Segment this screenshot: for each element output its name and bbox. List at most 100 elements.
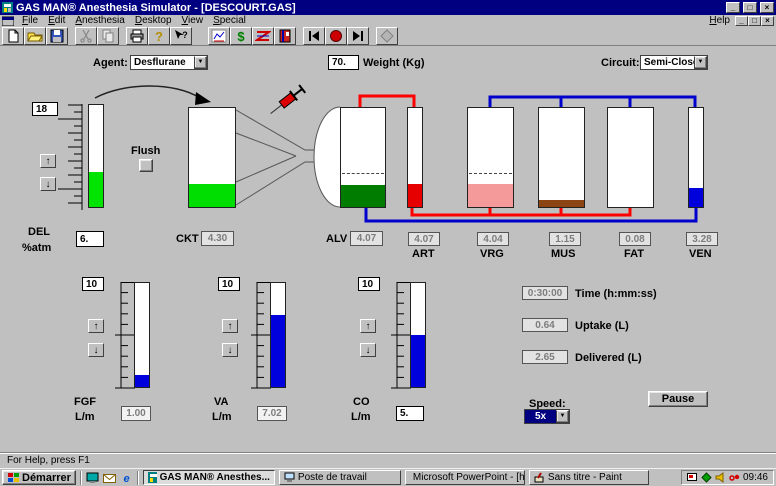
anesthesia-plan-button[interactable] bbox=[252, 26, 274, 45]
rewind-button[interactable] bbox=[303, 26, 325, 45]
del-fill bbox=[89, 172, 103, 207]
menu-desktop[interactable]: Desktop bbox=[134, 15, 172, 26]
co-fill bbox=[411, 335, 425, 387]
task-poste-de-travail[interactable]: Poste de travail bbox=[278, 470, 401, 485]
copy-icon bbox=[102, 29, 114, 42]
graph-button[interactable] bbox=[208, 26, 230, 45]
va-value: 7.02 bbox=[257, 406, 287, 421]
agent-dropdown-button[interactable]: ▼ bbox=[194, 56, 207, 69]
forward-button[interactable] bbox=[347, 26, 369, 45]
co-down-button[interactable]: ↓ bbox=[360, 343, 376, 357]
svg-text:?: ? bbox=[182, 30, 188, 40]
flush-label: Flush bbox=[131, 145, 161, 157]
circuit-label: Circuit: bbox=[601, 57, 640, 69]
open-file-button[interactable] bbox=[24, 26, 46, 45]
print-button[interactable] bbox=[126, 26, 148, 45]
toolbar-separator bbox=[192, 35, 208, 36]
start-button[interactable]: Démarrer bbox=[2, 470, 76, 485]
uptake-label: Uptake (L) bbox=[575, 320, 629, 332]
modem-tray-icon[interactable] bbox=[729, 472, 740, 483]
rewind-icon bbox=[309, 30, 319, 41]
copy-button[interactable] bbox=[97, 26, 119, 45]
mdi-restore-button[interactable]: □ bbox=[748, 15, 761, 26]
mdi-close-button[interactable]: × bbox=[761, 15, 774, 26]
task-powerpoint[interactable]: Microsoft PowerPoint - [hal... bbox=[404, 470, 525, 485]
co-scale-ticks bbox=[391, 282, 411, 389]
new-file-button[interactable] bbox=[2, 26, 24, 45]
help-button[interactable]: ? bbox=[148, 26, 170, 45]
speed-label: Speed: bbox=[529, 398, 566, 410]
volume-tray-icon[interactable] bbox=[715, 472, 726, 483]
pause-button[interactable]: Pause bbox=[648, 391, 708, 407]
internet-explorer-icon[interactable]: e bbox=[120, 472, 133, 484]
co-up-button[interactable]: ↑ bbox=[360, 319, 376, 333]
close-button[interactable]: × bbox=[760, 2, 774, 13]
svg-text:?: ? bbox=[155, 29, 163, 43]
document-window-icon bbox=[2, 16, 14, 26]
mdi-minimize-button[interactable]: _ bbox=[735, 15, 748, 26]
co-value-field[interactable]: 5. bbox=[396, 406, 424, 421]
va-up-button[interactable]: ↑ bbox=[222, 319, 238, 333]
taskbar-separator bbox=[79, 470, 82, 485]
speed-dropdown-button[interactable]: ▼ bbox=[556, 410, 569, 423]
maximize-button[interactable]: □ bbox=[743, 2, 757, 13]
menu-special[interactable]: Special bbox=[213, 15, 246, 26]
save-icon bbox=[50, 29, 64, 42]
network-tray-icon[interactable] bbox=[701, 472, 712, 483]
time-value: 0:30:00 bbox=[522, 286, 568, 300]
circuit-dropdown-button[interactable]: ▼ bbox=[694, 56, 707, 69]
circuit-select[interactable]: Semi-Closed ▼ bbox=[640, 55, 708, 70]
va-down-button[interactable]: ↓ bbox=[222, 343, 238, 357]
va-column bbox=[270, 282, 286, 388]
del-down-button[interactable]: ↓ bbox=[40, 177, 56, 191]
weight-field[interactable]: 70. bbox=[328, 55, 359, 70]
book-icon bbox=[279, 29, 291, 42]
fgf-up-button[interactable]: ↑ bbox=[88, 319, 104, 333]
y-piece-connector bbox=[235, 109, 332, 206]
task-gasman[interactable]: GAS MAN® Anesthes... bbox=[142, 470, 275, 485]
mus-value: 1.15 bbox=[549, 232, 581, 246]
menu-anesthesia[interactable]: Anesthesia bbox=[75, 15, 125, 26]
cost-button[interactable]: $ bbox=[230, 26, 252, 45]
menu-edit[interactable]: Edit bbox=[48, 15, 66, 26]
mus-fill bbox=[539, 200, 584, 207]
ckt-value: 4.30 bbox=[201, 231, 234, 246]
del-up-button[interactable]: ↑ bbox=[40, 154, 56, 168]
taskbar-separator bbox=[136, 470, 139, 485]
compare-button[interactable] bbox=[376, 26, 398, 45]
record-button[interactable] bbox=[325, 26, 347, 45]
save-button[interactable] bbox=[46, 26, 68, 45]
dollar-icon: $ bbox=[237, 29, 245, 43]
flush-button[interactable] bbox=[139, 159, 153, 172]
cut-button[interactable] bbox=[75, 26, 97, 45]
cut-icon bbox=[80, 29, 92, 43]
context-help-button[interactable]: ? bbox=[170, 26, 192, 45]
speed-select[interactable]: 5x ▼ bbox=[524, 409, 570, 424]
del-value-field[interactable]: 6. bbox=[76, 231, 104, 247]
del-scale-ticks bbox=[58, 104, 83, 210]
fat-label: FAT bbox=[624, 248, 644, 260]
toolbar-separator bbox=[119, 35, 126, 36]
task-paint[interactable]: Sans titre - Paint bbox=[528, 470, 649, 485]
fgf-down-button[interactable]: ↓ bbox=[88, 343, 104, 357]
display-settings-tray-icon[interactable] bbox=[686, 472, 698, 483]
menu-view[interactable]: View bbox=[181, 15, 204, 26]
mail-icon[interactable] bbox=[102, 472, 116, 484]
gasman-task-icon bbox=[147, 472, 157, 483]
agent-value: Desflurane bbox=[134, 57, 186, 68]
minimize-button[interactable]: _ bbox=[726, 2, 740, 13]
menu-file[interactable]: File bbox=[22, 15, 39, 26]
open-folder-icon bbox=[27, 32, 43, 41]
agent-select[interactable]: Desflurane ▼ bbox=[130, 55, 208, 70]
show-desktop-icon[interactable] bbox=[86, 472, 99, 484]
art-vessel bbox=[407, 107, 423, 208]
record-book-button[interactable] bbox=[274, 26, 296, 45]
menu-help[interactable]: Help bbox=[709, 15, 730, 26]
computer-icon bbox=[284, 472, 295, 482]
co-column bbox=[410, 282, 426, 388]
ven-label: VEN bbox=[689, 248, 712, 260]
compare-icon bbox=[380, 28, 394, 43]
fat-value: 0.08 bbox=[619, 232, 651, 246]
new-file-icon bbox=[8, 29, 19, 42]
